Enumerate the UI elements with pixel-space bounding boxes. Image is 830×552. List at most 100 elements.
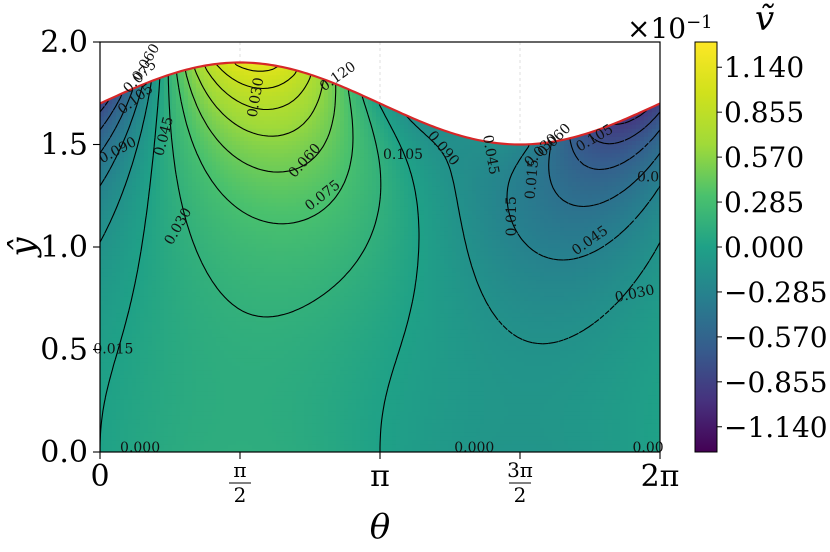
heatmap-cell [132, 304, 137, 310]
heatmap-cell [264, 87, 269, 92]
heatmap-cell [176, 87, 181, 92]
heatmap-cell [148, 91, 153, 96]
heatmap-cell [136, 439, 141, 445]
heatmap-cell [156, 447, 161, 452]
heatmap-cell [284, 312, 289, 318]
heatmap-cell [112, 349, 117, 355]
heatmap-cell [256, 320, 261, 326]
heatmap-cell [272, 378, 277, 383]
heatmap-cell [248, 443, 253, 449]
heatmap-cell [136, 402, 141, 408]
heatmap-cell [204, 206, 209, 211]
heatmap-cell [124, 226, 129, 232]
heatmap-cell [284, 136, 289, 141]
heatmap-cell [304, 115, 309, 121]
heatmap-cell [304, 165, 309, 170]
heatmap-cell [284, 91, 289, 96]
heatmap-cell [180, 349, 185, 355]
heatmap-cell [196, 300, 201, 305]
heatmap-cell [112, 402, 117, 408]
heatmap-cell [180, 148, 185, 154]
heatmap-cell [220, 283, 225, 289]
heatmap-cell [184, 296, 189, 301]
heatmap-cell [276, 140, 281, 146]
heatmap-cell [204, 406, 209, 412]
heatmap-cell [204, 402, 209, 408]
heatmap-cell [184, 349, 189, 355]
heatmap-cell [248, 234, 253, 240]
heatmap-cell [132, 300, 137, 305]
heatmap-cell [140, 431, 145, 437]
heatmap-cell [112, 374, 117, 379]
heatmap-cell [108, 144, 113, 150]
heatmap-cell [276, 333, 281, 338]
heatmap-cell [308, 283, 313, 289]
heatmap-cell [288, 193, 293, 199]
heatmap-cell [168, 222, 173, 228]
heatmap-cell [172, 201, 177, 207]
heatmap-cell [176, 443, 181, 449]
heatmap-cell [172, 312, 177, 318]
heatmap-cell [296, 230, 301, 236]
heatmap-cell [304, 247, 309, 252]
heatmap-cell [272, 275, 277, 281]
heatmap-cell [260, 259, 265, 264]
heatmap-cell [188, 435, 193, 441]
heatmap-cell [192, 156, 197, 162]
heatmap-cell [264, 165, 269, 170]
heatmap-cell [308, 165, 313, 170]
heatmap-cell [252, 247, 257, 252]
heatmap-cell [244, 275, 249, 281]
heatmap-cell [304, 439, 309, 445]
heatmap-cell [152, 115, 157, 121]
heatmap-cell [152, 193, 157, 199]
heatmap-cell [108, 415, 113, 420]
heatmap-cell [292, 279, 297, 285]
heatmap-cell [228, 345, 233, 351]
heatmap-cell [272, 181, 277, 187]
heatmap-cell [268, 296, 273, 301]
heatmap-cell [272, 99, 277, 105]
heatmap-cell [256, 439, 261, 445]
heatmap-cell [132, 242, 137, 248]
heatmap-cell [276, 345, 281, 351]
heatmap-cell [112, 300, 117, 305]
heatmap-cell [308, 374, 313, 379]
heatmap-cell [248, 349, 253, 355]
heatmap-cell [172, 378, 177, 383]
heatmap-cell [292, 292, 297, 297]
heatmap-cell [300, 263, 305, 269]
heatmap-cell [280, 78, 285, 84]
heatmap-cell [296, 353, 301, 359]
heatmap-cell [144, 189, 149, 195]
heatmap-cell [164, 439, 169, 445]
heatmap-cell [104, 201, 109, 207]
heatmap-cell [236, 169, 241, 174]
heatmap-cell [216, 173, 221, 178]
heatmap-cell [240, 304, 245, 310]
heatmap-cell [144, 431, 149, 437]
heatmap-cell [108, 193, 113, 199]
heatmap-cell [224, 345, 229, 351]
heatmap-cell [304, 300, 309, 305]
heatmap-cell [280, 177, 285, 182]
heatmap-cell [220, 300, 225, 305]
heatmap-cell [200, 415, 205, 420]
heatmap-cell [300, 386, 305, 392]
heatmap-cell [204, 304, 209, 310]
heatmap-cell [152, 283, 157, 289]
heatmap-cell [276, 193, 281, 199]
heatmap-cell [276, 267, 281, 273]
heatmap-cell [244, 255, 249, 260]
heatmap-cell [232, 435, 237, 441]
heatmap-cell [208, 279, 213, 285]
heatmap-cell [156, 361, 161, 367]
heatmap-cell [160, 296, 165, 301]
heatmap-cell [116, 439, 121, 445]
heatmap-cell [160, 283, 165, 289]
heatmap-cell [216, 398, 221, 404]
heatmap-cell [212, 152, 217, 158]
heatmap-cell [252, 361, 257, 367]
heatmap-cell [108, 103, 113, 109]
heatmap-cell [132, 296, 137, 301]
